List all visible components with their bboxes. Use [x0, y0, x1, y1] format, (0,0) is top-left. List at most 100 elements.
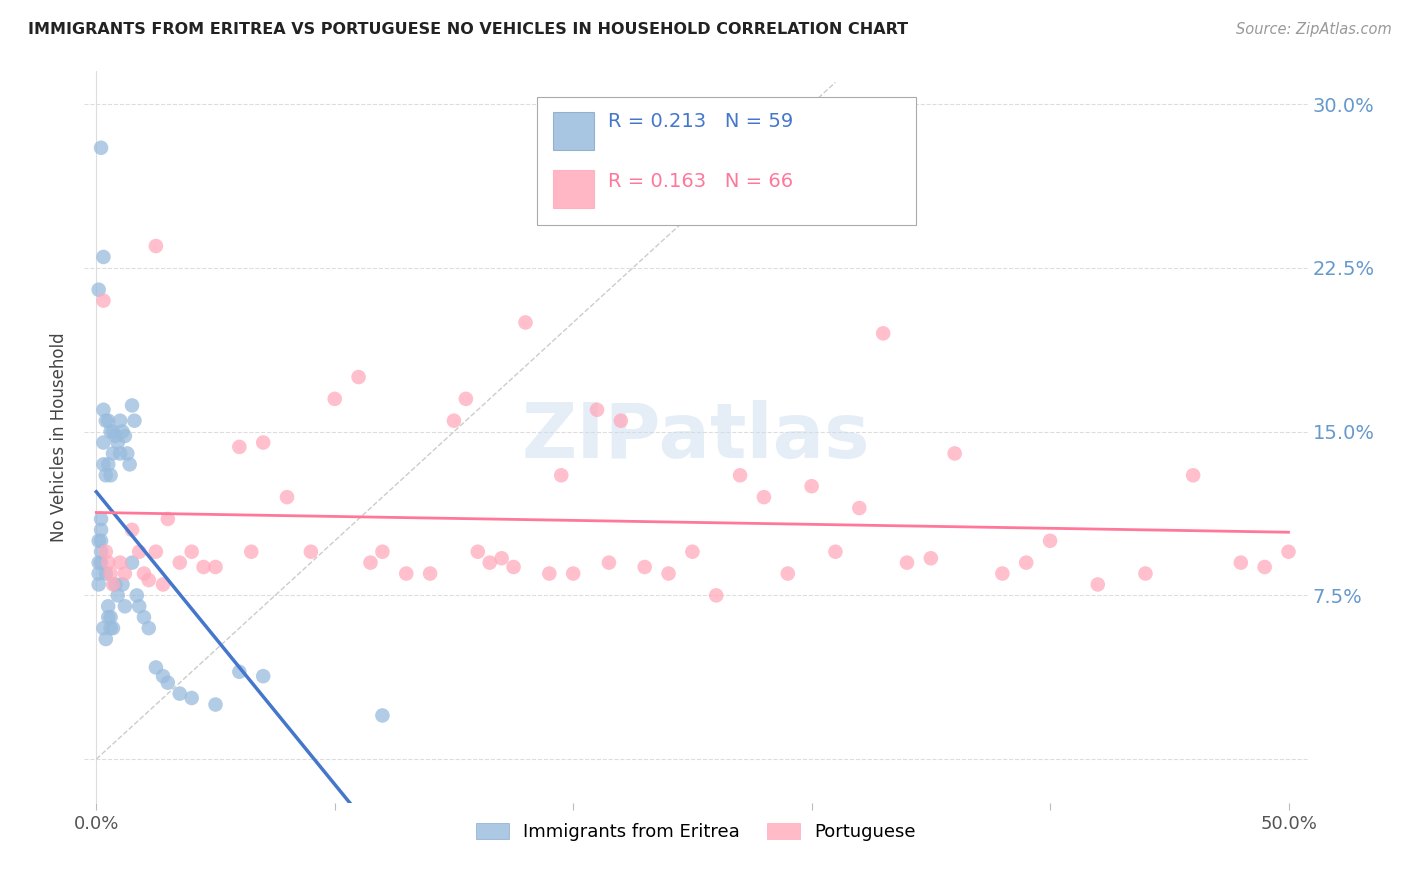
Point	[90, 523, 112, 537]
Point	[93, 402, 115, 417]
Point	[347, 370, 370, 384]
Point	[97, 599, 120, 614]
Point	[108, 446, 131, 460]
Point	[97, 610, 120, 624]
Point	[101, 425, 124, 439]
Point	[104, 429, 127, 443]
Point	[87, 283, 110, 297]
Point	[252, 435, 274, 450]
Text: R = 0.163   N = 66: R = 0.163 N = 66	[607, 171, 793, 191]
Point	[943, 446, 966, 460]
Point	[586, 402, 609, 417]
Point	[360, 556, 382, 570]
Point	[323, 392, 346, 406]
Point	[90, 556, 112, 570]
Point	[454, 392, 477, 406]
Text: R = 0.213   N = 59: R = 0.213 N = 59	[607, 112, 793, 130]
Point	[299, 545, 322, 559]
Point	[610, 414, 633, 428]
Point	[93, 458, 115, 472]
Point	[657, 566, 679, 581]
Point	[991, 566, 1014, 581]
Point	[252, 669, 274, 683]
Point	[1277, 545, 1299, 559]
Point	[920, 551, 942, 566]
Point	[90, 533, 112, 548]
Point	[100, 621, 122, 635]
Point	[114, 429, 136, 443]
Point	[443, 414, 465, 428]
Point	[128, 545, 150, 559]
Point	[704, 588, 727, 602]
Point	[204, 698, 226, 712]
Point	[156, 512, 179, 526]
Point	[107, 588, 129, 602]
Point	[93, 435, 115, 450]
Point	[276, 490, 298, 504]
Point	[145, 545, 167, 559]
Point	[101, 446, 124, 460]
Point	[100, 566, 122, 581]
Point	[108, 556, 131, 570]
Point	[87, 577, 110, 591]
FancyBboxPatch shape	[537, 97, 917, 225]
Point	[111, 577, 134, 591]
Text: IMMIGRANTS FROM ERITREA VS PORTUGUESE NO VEHICLES IN HOUSEHOLD CORRELATION CHART: IMMIGRANTS FROM ERITREA VS PORTUGUESE NO…	[28, 22, 908, 37]
Point	[145, 660, 167, 674]
Point	[94, 566, 117, 581]
FancyBboxPatch shape	[553, 170, 595, 208]
Point	[87, 533, 110, 548]
Point	[93, 250, 115, 264]
Point	[776, 566, 799, 581]
Point	[104, 577, 127, 591]
Point	[491, 551, 513, 566]
Point	[152, 669, 174, 683]
Point	[97, 556, 120, 570]
Point	[121, 556, 143, 570]
Point	[371, 708, 394, 723]
Point	[121, 523, 143, 537]
Point	[478, 556, 501, 570]
Point	[97, 458, 120, 472]
Point	[114, 599, 136, 614]
Y-axis label: No Vehicles in Household: No Vehicles in Household	[51, 332, 69, 542]
Point	[169, 687, 191, 701]
Point	[101, 621, 124, 635]
Point	[1039, 533, 1062, 548]
Point	[90, 545, 112, 559]
Point	[515, 315, 537, 329]
Point	[1230, 556, 1253, 570]
Point	[1015, 556, 1038, 570]
Point	[94, 468, 117, 483]
Point	[94, 414, 117, 428]
Point	[118, 458, 141, 472]
Point	[371, 545, 394, 559]
Point	[824, 545, 846, 559]
Point	[117, 446, 139, 460]
Point	[848, 501, 870, 516]
Point	[138, 621, 160, 635]
Point	[108, 414, 131, 428]
Point	[128, 599, 150, 614]
Point	[100, 610, 122, 624]
Point	[1087, 577, 1109, 591]
Point	[124, 414, 146, 428]
Point	[180, 545, 202, 559]
Point	[204, 560, 226, 574]
Point	[896, 556, 918, 570]
Point	[180, 691, 202, 706]
Point	[93, 621, 115, 635]
Point	[132, 610, 155, 624]
Point	[138, 573, 160, 587]
Point	[562, 566, 585, 581]
Point	[87, 566, 110, 581]
Point	[111, 425, 134, 439]
Legend: Immigrants from Eritrea, Portuguese: Immigrants from Eritrea, Portuguese	[470, 816, 922, 848]
FancyBboxPatch shape	[553, 112, 595, 150]
Point	[538, 566, 561, 581]
Point	[101, 577, 124, 591]
Point	[152, 577, 174, 591]
Point	[634, 560, 657, 574]
Point	[800, 479, 823, 493]
Point	[100, 425, 122, 439]
